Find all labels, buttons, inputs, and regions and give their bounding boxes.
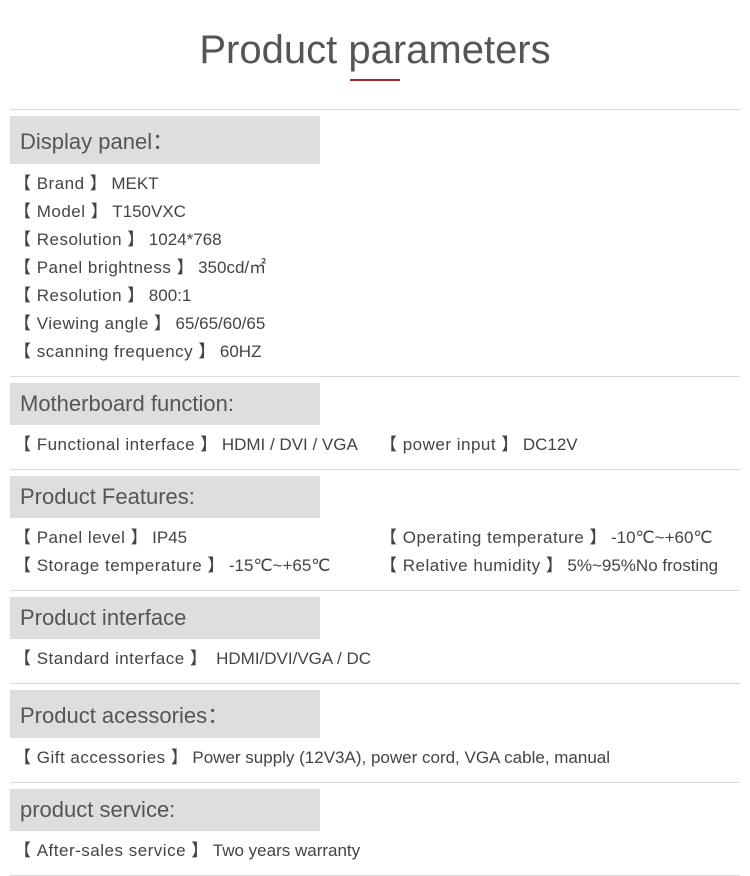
spec-row: 【 scanning frequency 】60HZ [14, 338, 736, 366]
section-header: Product interface [10, 597, 320, 639]
spec-label: 【 Storage temperature 】 [14, 556, 225, 575]
spec-value: 60HZ [220, 342, 262, 361]
spec-row: 【 Storage temperature 】-15℃~+65℃ [14, 552, 370, 580]
spec-value: 350cd/㎡ [198, 258, 266, 277]
spec-value: Power supply (12V3A), power cord, VGA ca… [192, 748, 610, 767]
spec-row: 【 Brand 】MEKT [14, 170, 736, 198]
spec-row: 【 Operating temperature 】-10℃~+60℃ [380, 524, 736, 552]
rows-wrap: 【 Gift accessories 】Power supply (12V3A)… [10, 744, 740, 772]
spec-label: 【 scanning frequency 】 [14, 342, 216, 361]
rows-wrap: 【 Standard interface 】 HDMI/DVI/VGA / DC [10, 645, 740, 673]
spec-label: 【 Panel level 】 [14, 528, 148, 547]
spec-value: 800:1 [149, 286, 192, 305]
spec-label: 【 Relative humidity 】 [380, 556, 563, 575]
spec-row: 【 Viewing angle 】65/65/60/65 [14, 310, 736, 338]
spec-value: 65/65/60/65 [176, 314, 266, 333]
spec-row: 【 Resolution 】1024*768 [14, 226, 736, 254]
section: product service: 【 After-sales service 】T… [10, 783, 740, 876]
spec-label: 【 Model 】 [14, 202, 108, 221]
spec-value: 1024*768 [149, 230, 222, 249]
spec-value: Two years warranty [213, 841, 360, 860]
section-header: Display panel： [10, 116, 320, 164]
section-header: Motherboard function: [10, 383, 320, 425]
section-header: Product Features: [10, 476, 320, 518]
spec-row: 【 Panel brightness 】350cd/㎡ [14, 254, 736, 282]
spec-value: -10℃~+60℃ [611, 528, 713, 547]
spec-value: DC12V [523, 435, 578, 454]
rows-wrap: 【 After-sales service 】Two years warrant… [10, 837, 740, 865]
section: Motherboard function: 【 Functional interf… [10, 377, 740, 470]
section: Product acessories： 【 Gift accessories 】P… [10, 684, 740, 783]
spec-value: HDMI/DVI/VGA / DC [211, 649, 371, 668]
spec-row: 【 Functional interface 】HDMI / DVI / VGA [14, 431, 370, 459]
page-title: Product parameters [199, 28, 550, 73]
page-title-wrap: Product parameters [0, 0, 750, 109]
spec-label: 【 Brand 】 [14, 174, 107, 193]
section-header: product service: [10, 789, 320, 831]
title-underline [350, 79, 400, 81]
section: Product Features: 【 Panel level 】IP45 【 Op… [10, 470, 740, 591]
spec-label: 【 Resolution 】 [14, 230, 145, 249]
spec-label: 【 power input 】 [380, 435, 519, 454]
rows-wrap: 【 Panel level 】IP45 【 Operating temperatu… [10, 524, 740, 580]
spec-row: 【 Resolution 】800:1 [14, 282, 736, 310]
section: Display panel：【 Brand 】MEKT【 Model 】T150… [10, 110, 740, 377]
spec-label: 【 Panel brightness 】 [14, 258, 194, 277]
spec-value: 5%~95%No frosting [567, 556, 718, 575]
spec-value: -15℃~+65℃ [229, 556, 331, 575]
spec-value: HDMI / DVI / VGA [222, 435, 358, 454]
spec-row: 【 Panel level 】IP45 [14, 524, 370, 552]
spec-label: 【 Viewing angle 】 [14, 314, 172, 333]
spec-row: 【 After-sales service 】Two years warrant… [14, 837, 736, 865]
spec-value: IP45 [152, 528, 187, 547]
rows-wrap: 【 Functional interface 】HDMI / DVI / VGA… [10, 431, 740, 459]
spec-label: 【 After-sales service 】 [14, 841, 209, 860]
spec-row: 【 Gift accessories 】Power supply (12V3A)… [14, 744, 736, 772]
rows-wrap: 【 Brand 】MEKT【 Model 】T150VXC【 Resolutio… [10, 170, 740, 366]
spec-row: 【 Standard interface 】 HDMI/DVI/VGA / DC [14, 645, 736, 673]
spec-row: 【 Relative humidity 】5%~95%No frosting [380, 552, 736, 580]
section-header: Product acessories： [10, 690, 320, 738]
spec-label: 【 Resolution 】 [14, 286, 145, 305]
spec-label: 【 Standard interface 】 [14, 649, 207, 668]
spec-row: 【 power input 】DC12V [380, 431, 736, 459]
section: Product interface 【 Standard interface 】 … [10, 591, 740, 684]
spec-row: 【 Model 】T150VXC [14, 198, 736, 226]
spec-label: 【 Gift accessories 】 [14, 748, 188, 767]
spec-value: MEKT [111, 174, 158, 193]
sections-container: Display panel：【 Brand 】MEKT【 Model 】T150… [10, 109, 740, 876]
spec-value: T150VXC [112, 202, 186, 221]
spec-label: 【 Operating temperature 】 [380, 528, 607, 547]
spec-label: 【 Functional interface 】 [14, 435, 218, 454]
